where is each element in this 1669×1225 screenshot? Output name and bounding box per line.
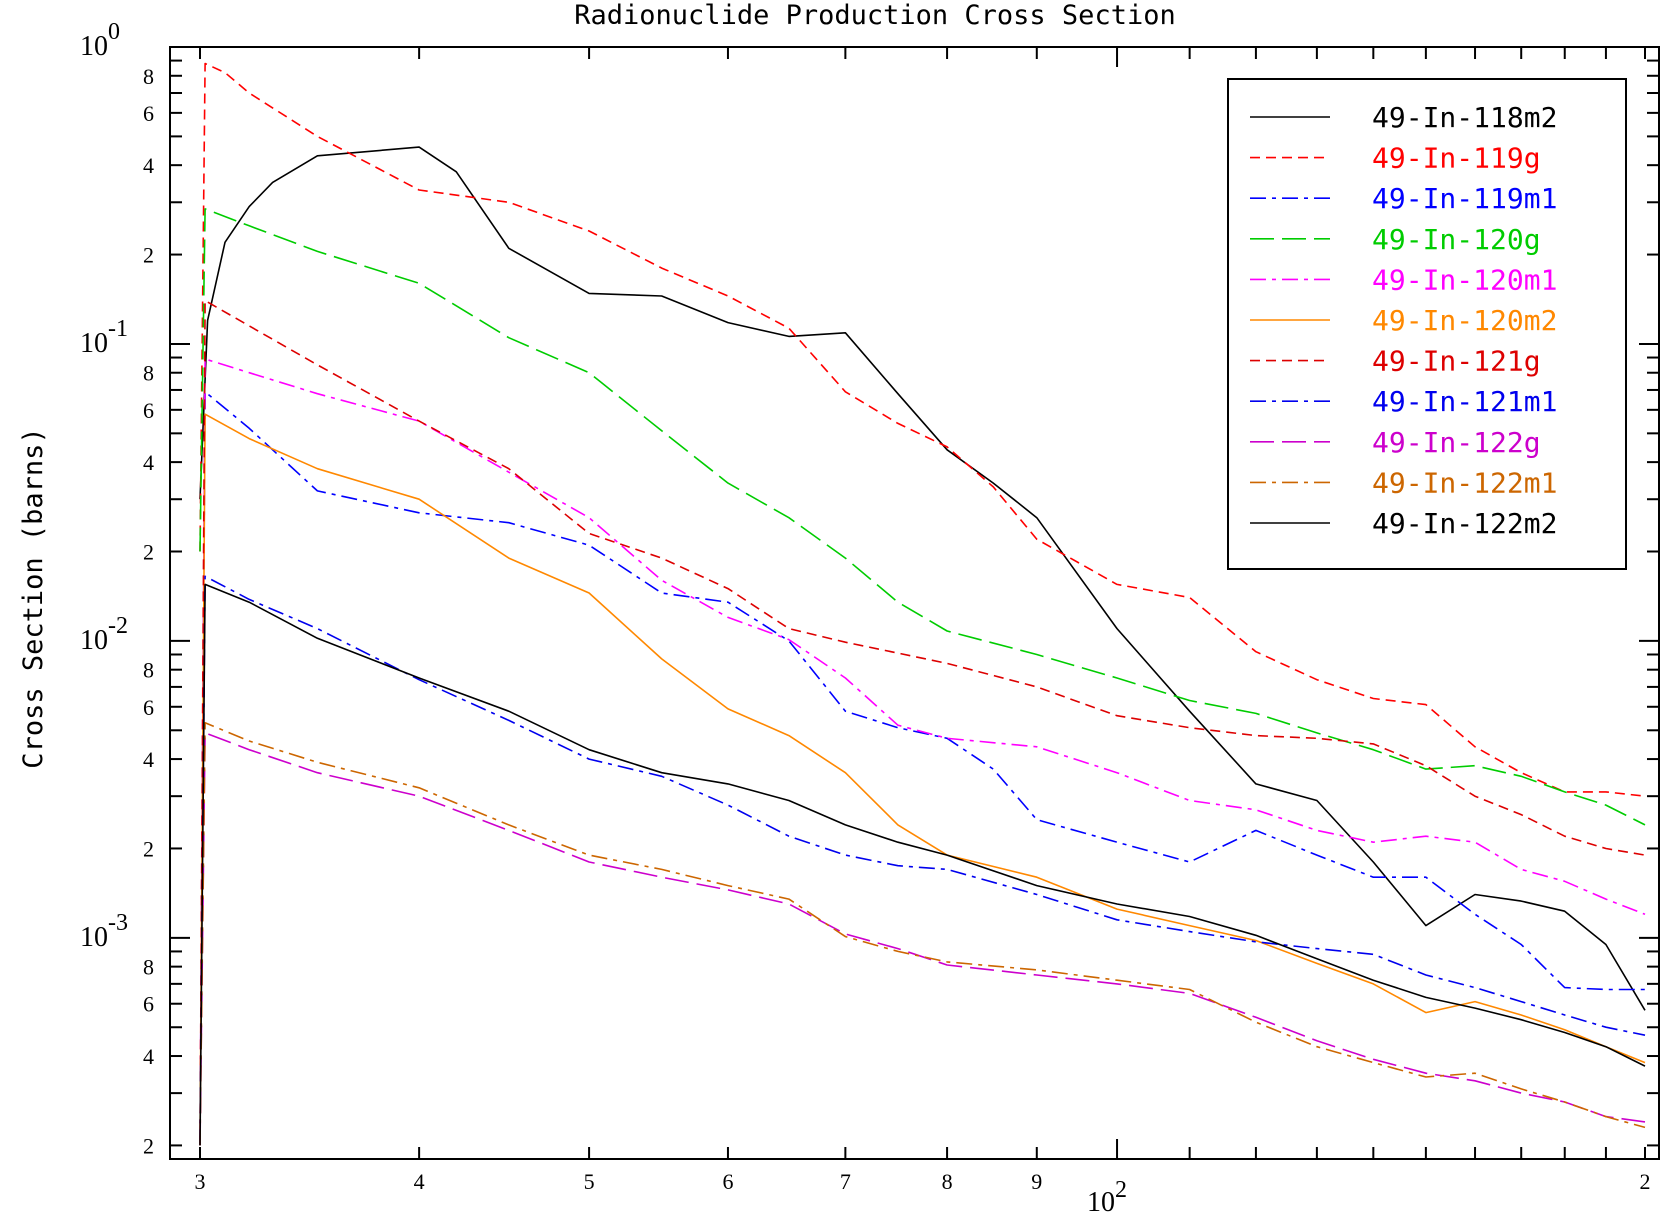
series-line-49-In-119m1 xyxy=(199,390,1645,1146)
legend-label: 49-In-118m2 xyxy=(1372,101,1557,134)
x-tick-label: 7 xyxy=(840,1169,851,1194)
legend-label: 49-In-122m2 xyxy=(1372,507,1557,540)
y-tick-label: 4 xyxy=(143,1044,154,1069)
y-decade-exponent: 0 xyxy=(108,19,120,45)
x-tick-label: 5 xyxy=(584,1169,595,1194)
y-decade-label: 100 xyxy=(80,19,120,62)
x-tick-label: 3 xyxy=(195,1169,206,1194)
y-tick-label: 8 xyxy=(143,361,154,386)
y-tick-label: 4 xyxy=(143,450,154,475)
y-decade-base: 10 xyxy=(80,328,108,359)
x-tick-label: 6 xyxy=(722,1169,733,1194)
y-decade-exponent: -2 xyxy=(108,613,128,639)
y-tick-label: 4 xyxy=(143,747,154,772)
series-line-49-In-121m1 xyxy=(199,575,1646,1146)
y-tick-label: 6 xyxy=(143,695,154,720)
y-tick-label: 4 xyxy=(143,153,154,178)
y-tick-label: 2 xyxy=(143,1133,154,1158)
legend-label: 49-In-120m2 xyxy=(1372,304,1557,337)
x-tick-label: 9 xyxy=(1031,1169,1042,1194)
y-decade-label: 10-3 xyxy=(80,910,128,953)
y-tick-label: 6 xyxy=(143,398,154,423)
chart-title: Radionuclide Production Cross Section xyxy=(574,0,1175,31)
y-tick-label: 8 xyxy=(143,64,154,89)
x-decade-base: 10 xyxy=(1087,1187,1115,1218)
x-decade-label: 102 xyxy=(1087,1177,1127,1218)
series-line-49-In-122g xyxy=(199,732,1646,1146)
y-axis-label: Cross Section (barns) xyxy=(18,427,49,768)
y-tick-label: 2 xyxy=(143,540,154,565)
y-decade-label: 10-2 xyxy=(80,613,128,656)
y-tick-label: 6 xyxy=(143,101,154,126)
series-line-49-In-120g xyxy=(199,208,1646,826)
legend-label: 49-In-122m1 xyxy=(1372,466,1557,499)
y-decade-base: 10 xyxy=(80,31,108,62)
y-decade-base: 10 xyxy=(80,625,108,656)
y-tick-label: 2 xyxy=(143,836,154,861)
x-decade-exponent: 2 xyxy=(1115,1177,1127,1203)
y-decade-exponent: -3 xyxy=(108,910,128,936)
y-tick-label: 6 xyxy=(143,992,154,1017)
y-tick-label: 8 xyxy=(143,955,154,980)
y-decade-exponent: -1 xyxy=(108,316,128,342)
plot-frame xyxy=(169,46,1660,1160)
legend-label: 49-In-122g xyxy=(1372,426,1541,459)
y-tick-label: 8 xyxy=(143,658,154,683)
legend-label: 49-In-120g xyxy=(1372,223,1541,256)
y-decade-base: 10 xyxy=(80,922,108,953)
series-line-49-In-121g xyxy=(199,299,1646,1146)
x-tick-label: 4 xyxy=(414,1169,425,1194)
y-decade-label: 10-1 xyxy=(80,316,128,359)
series-line-49-In-122m1 xyxy=(199,721,1646,1146)
series-line-49-In-119g xyxy=(199,62,1646,797)
series-line-49-In-122m2 xyxy=(199,583,1646,1146)
legend: 49-In-118m2 49-In-119g 49-In-119m1 49-In-12… xyxy=(1227,78,1627,570)
legend-label: 49-In-119g xyxy=(1372,142,1541,175)
series-line-49-In-118m2 xyxy=(199,146,1646,1011)
x-tick-label: 2 xyxy=(1640,1169,1651,1194)
y-tick-label: 2 xyxy=(143,243,154,268)
legend-box xyxy=(1227,78,1627,570)
legend-label: 49-In-119m1 xyxy=(1372,182,1557,215)
legend-label: 49-In-121g xyxy=(1372,345,1541,378)
series-lines xyxy=(199,62,1646,1146)
x-tick-label: 8 xyxy=(942,1169,953,1194)
legend-label: 49-In-121m1 xyxy=(1372,385,1557,418)
legend-label: 49-In-120m1 xyxy=(1372,263,1557,296)
